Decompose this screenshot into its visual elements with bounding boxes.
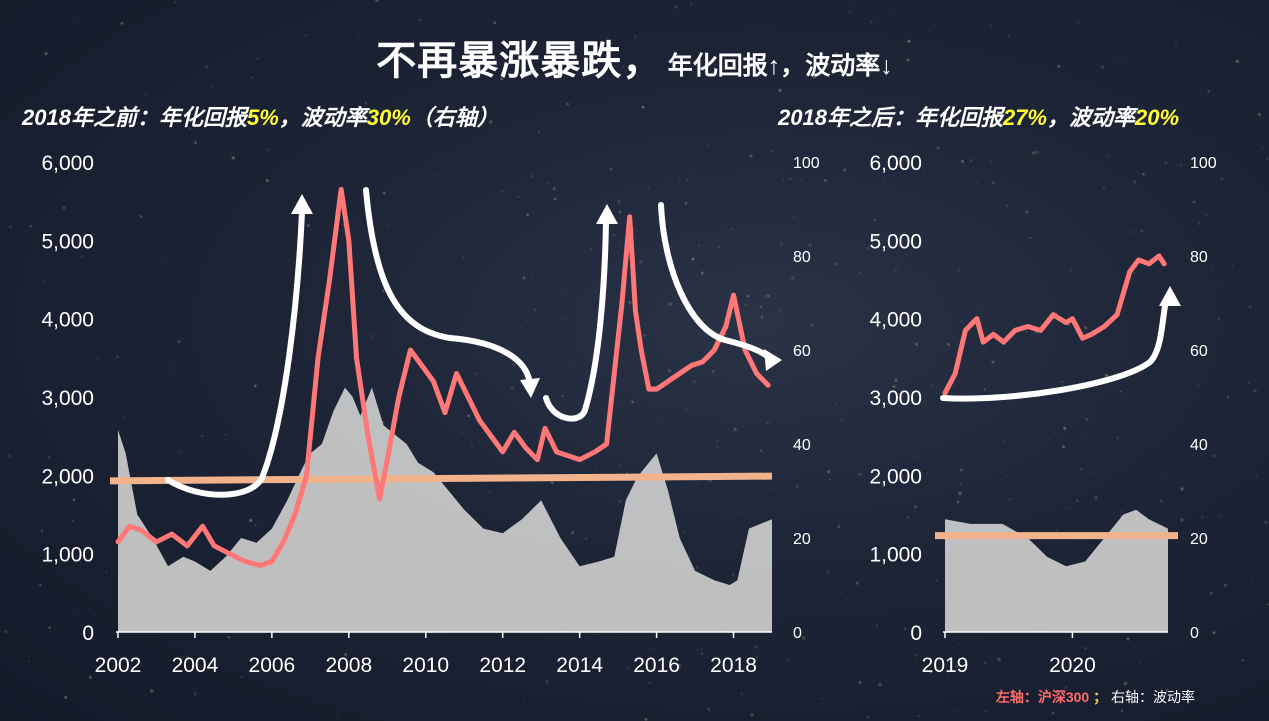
csi300-line [115, 186, 771, 568]
right-axis-tick-label: 20 [793, 531, 811, 548]
left-axis-tick-label: 4,000 [41, 309, 94, 332]
x-tick-label: 2010 [402, 654, 449, 677]
left-header-prefix: 2018年之前：年化回报 [22, 105, 247, 130]
left-axis-tick-label: 2,000 [41, 465, 94, 488]
left-axis-tick-label: 5,000 [869, 230, 922, 253]
left-header-return: 5% [246, 105, 279, 130]
left-axis-tick-label: 4,000 [869, 309, 922, 332]
trend-arrow [363, 187, 533, 388]
trend-arrow-head [291, 194, 313, 214]
left-axis-tick-label: 6,000 [869, 152, 922, 175]
trend-arrow-head [596, 204, 618, 224]
volatility-area [945, 509, 1168, 632]
x-tick-label: 2016 [633, 654, 680, 677]
left-header-volatility: 30% [366, 105, 411, 130]
right-axis-tick-label: 100 [793, 155, 820, 172]
volatility-area [118, 387, 772, 632]
x-tick-label: 2020 [1049, 654, 1096, 677]
right-axis-tick-label: 40 [1190, 437, 1208, 454]
x-tick-label: 2002 [95, 654, 142, 677]
trend-arrow [543, 219, 609, 422]
x-tick-label: 2019 [922, 654, 969, 677]
right-header-volatility: 20% [1135, 105, 1180, 130]
legend-footer: 左轴：沪深300 ； 右轴：波动率 [996, 687, 1195, 707]
right-axis-tick-label: 20 [1190, 531, 1208, 548]
left-axis-tick-label: 1,000 [869, 544, 922, 567]
trend-arrow-head [764, 349, 782, 371]
trend-arrow [940, 297, 1169, 402]
title-sub: 年化回报↑，波动率↓ [667, 52, 893, 80]
left-panel-header: 2018年之前：年化回报5%，波动率30%（右轴） [22, 100, 499, 132]
left-header-mid: ，波动率 [278, 105, 367, 130]
right-axis-tick-label: 60 [793, 343, 811, 360]
legend-separator: ； [1093, 689, 1108, 705]
right-header-prefix: 2018年之后：年化回报 [778, 105, 1003, 130]
left-axis-tick-label: 0 [910, 622, 922, 645]
reference-line [109, 472, 773, 485]
x-tick-label: 2018 [710, 654, 757, 677]
left-axis-tick-label: 2,000 [869, 465, 922, 488]
right-axis-tick-label: 0 [1190, 625, 1199, 642]
page-title: 不再暴涨暴跌， 年化回报↑，波动率↓ [0, 28, 1269, 86]
chart-before-2018: 2002 2004 2006 2008 2010 2012 2014 2016 2018 0 1,0… [41, 152, 819, 677]
x-tick-label: 2008 [325, 654, 372, 677]
left-axis-tick-label: 1,000 [41, 544, 94, 567]
csi300-line [942, 253, 1167, 396]
right-axis-tick-label: 0 [793, 625, 802, 642]
right-panel-header: 2018年之后：年化回报27%，波动率20% [778, 100, 1179, 132]
trend-arrow [658, 202, 773, 361]
right-axis-tick-label: 80 [1190, 249, 1208, 266]
left-axis-tick-label: 5,000 [41, 230, 94, 253]
trend-arrow-head [1159, 286, 1181, 306]
trend-arrow [165, 209, 305, 498]
right-axis-tick-label: 100 [1190, 155, 1217, 172]
x-tick-label: 2014 [556, 654, 603, 677]
x-tick-label: 2012 [479, 654, 526, 677]
legend-left-axis: 左轴：沪深300 [995, 689, 1090, 705]
title-main: 不再暴涨暴跌， [376, 39, 664, 83]
x-tick-label: 2006 [249, 654, 296, 677]
left-axis-tick-label: 3,000 [869, 387, 922, 410]
trend-arrow-head [520, 378, 540, 398]
right-axis-tick-label: 40 [793, 437, 811, 454]
right-header-return: 27% [1002, 105, 1047, 130]
right-header-mid: ，波动率 [1047, 105, 1136, 130]
x-tick-label: 2004 [172, 654, 219, 677]
left-axis-tick-label: 0 [82, 622, 94, 645]
left-header-suffix: （右轴） [410, 105, 499, 130]
chart-after-2018: 2019 2020 0 1,000 2,000 3,000 4,000 5,000 6,000 0… [869, 152, 1216, 677]
left-axis-tick-label: 3,000 [41, 387, 94, 410]
trend-arrows [165, 187, 1181, 498]
right-axis-tick-label: 80 [793, 249, 811, 266]
right-axis-tick-label: 60 [1190, 343, 1208, 360]
legend-right-axis: 右轴：波动率 [1111, 689, 1195, 705]
left-axis-tick-label: 6,000 [41, 152, 94, 175]
